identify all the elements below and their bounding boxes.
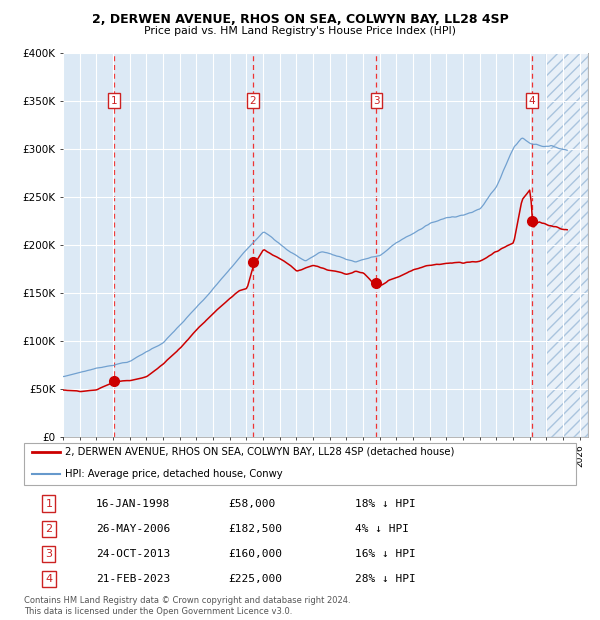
Text: Price paid vs. HM Land Registry's House Price Index (HPI): Price paid vs. HM Land Registry's House … — [144, 26, 456, 36]
Text: 3: 3 — [373, 95, 380, 106]
Text: £160,000: £160,000 — [228, 549, 282, 559]
Text: 2: 2 — [45, 524, 52, 534]
Text: 28% ↓ HPI: 28% ↓ HPI — [355, 574, 416, 584]
Text: 2: 2 — [250, 95, 256, 106]
Text: 2, DERWEN AVENUE, RHOS ON SEA, COLWYN BAY, LL28 4SP (detached house): 2, DERWEN AVENUE, RHOS ON SEA, COLWYN BA… — [65, 447, 455, 457]
Text: 18% ↓ HPI: 18% ↓ HPI — [355, 498, 416, 508]
Text: 21-FEB-2023: 21-FEB-2023 — [96, 574, 170, 584]
Text: 1: 1 — [46, 498, 52, 508]
Text: 2, DERWEN AVENUE, RHOS ON SEA, COLWYN BAY, LL28 4SP: 2, DERWEN AVENUE, RHOS ON SEA, COLWYN BA… — [92, 14, 508, 26]
Text: HPI: Average price, detached house, Conwy: HPI: Average price, detached house, Conw… — [65, 469, 283, 479]
Text: 4: 4 — [529, 95, 535, 106]
Text: 16% ↓ HPI: 16% ↓ HPI — [355, 549, 416, 559]
Text: 1: 1 — [110, 95, 117, 106]
Text: £58,000: £58,000 — [228, 498, 275, 508]
Text: Contains HM Land Registry data © Crown copyright and database right 2024.
This d: Contains HM Land Registry data © Crown c… — [24, 596, 350, 616]
FancyBboxPatch shape — [24, 443, 576, 485]
Text: £225,000: £225,000 — [228, 574, 282, 584]
Text: 4% ↓ HPI: 4% ↓ HPI — [355, 524, 409, 534]
Bar — [547, 53, 588, 437]
Text: 26-MAY-2006: 26-MAY-2006 — [96, 524, 170, 534]
Bar — [547, 53, 588, 437]
Text: £182,500: £182,500 — [228, 524, 282, 534]
Text: 3: 3 — [46, 549, 52, 559]
Text: 24-OCT-2013: 24-OCT-2013 — [96, 549, 170, 559]
Text: 4: 4 — [45, 574, 52, 584]
Text: 16-JAN-1998: 16-JAN-1998 — [96, 498, 170, 508]
